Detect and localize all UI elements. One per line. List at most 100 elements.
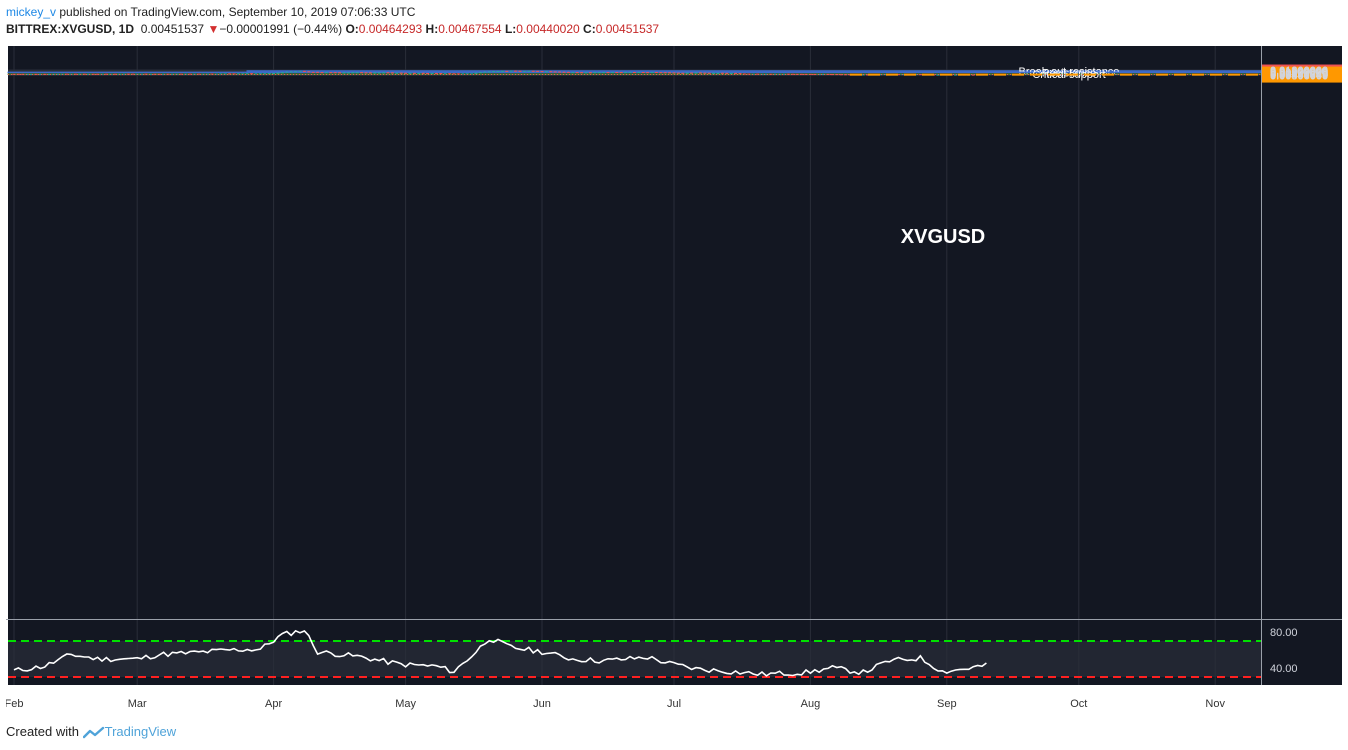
candle-body — [650, 72, 654, 74]
low-value: 0.00440020 — [516, 22, 580, 36]
close-label: C: — [583, 22, 596, 36]
candle-body — [813, 73, 817, 75]
candle-body — [87, 73, 91, 75]
candle-body — [584, 72, 588, 74]
candle-body — [509, 70, 513, 72]
candle-body — [500, 70, 504, 72]
x-tick-label: Apr — [265, 698, 282, 710]
candle-body — [338, 72, 342, 74]
candle-body — [971, 74, 975, 76]
candle-body — [448, 73, 452, 75]
x-tick-label: Mar — [128, 698, 147, 710]
candle-body — [632, 72, 636, 74]
candle-body — [839, 74, 843, 76]
candle-body — [553, 71, 557, 73]
x-tick-label: Nov — [1205, 698, 1225, 710]
candle-body — [355, 72, 359, 74]
candle-body — [241, 73, 245, 75]
candle-body — [329, 72, 333, 74]
candle-body — [439, 73, 443, 75]
rsi-line — [13, 629, 987, 677]
candle-body — [676, 72, 680, 74]
candle-body — [153, 73, 157, 75]
publisher-name[interactable]: mickey_v — [6, 5, 57, 19]
candle-body — [170, 73, 174, 75]
candle-body — [430, 72, 434, 74]
high-label: H: — [425, 22, 439, 36]
candle-body — [346, 72, 350, 74]
x-tick-label: May — [395, 698, 416, 710]
candle-body — [742, 73, 746, 75]
candle-body — [536, 70, 540, 72]
candle-body — [245, 73, 249, 75]
candle-body — [148, 73, 152, 75]
x-tick-label: Jun — [533, 698, 551, 710]
footer: Created with TradingView — [6, 724, 176, 740]
candle-body — [452, 73, 456, 75]
candle-body — [694, 72, 698, 74]
rsi-pane: 80.00 40.00 — [8, 627, 1298, 678]
candle-body — [91, 73, 95, 75]
candle-body — [399, 72, 403, 74]
candle-body — [474, 72, 478, 74]
candle-body — [113, 73, 117, 75]
candle-body — [734, 72, 738, 74]
candle-body — [725, 72, 729, 74]
candle-body — [197, 73, 201, 75]
price-chart[interactable]: Break-out resistanceResistanceCritical s… — [6, 43, 1342, 717]
tradingview-logo-icon — [82, 726, 104, 738]
plot-background — [8, 46, 1261, 685]
candle-body — [751, 73, 755, 75]
candle-body — [395, 72, 399, 74]
candle-body — [615, 72, 619, 74]
x-tick-label: Aug — [801, 698, 821, 710]
rsi-tick-label: 80.00 — [1270, 627, 1298, 639]
candle-body — [808, 73, 812, 75]
candle-body — [351, 72, 355, 74]
candle-body — [25, 73, 29, 75]
candle-body — [527, 70, 531, 72]
candle-body — [716, 72, 720, 74]
published-text: published on TradingView.com, September … — [59, 5, 416, 19]
y-tick-label: 0.01200000 — [1270, 66, 1328, 78]
candle-body — [461, 73, 465, 75]
candle-body — [954, 74, 958, 76]
tradingview-brand[interactable]: TradingView — [104, 724, 177, 739]
candle-body — [668, 72, 672, 74]
candle-body — [619, 72, 623, 74]
candle-body — [588, 72, 592, 74]
candle-body — [56, 73, 60, 75]
symbol-label[interactable]: BITTREX:XVGUSD, 1D — [6, 22, 135, 36]
candle-body — [386, 72, 390, 74]
candle-body — [817, 73, 821, 75]
candle-body — [263, 73, 267, 75]
candle-body — [267, 73, 271, 75]
candle-body — [672, 72, 676, 74]
candle-body — [302, 70, 306, 72]
candle-body — [830, 74, 834, 76]
candle-body — [131, 73, 135, 75]
y-tick-label: 0.00400000 — [1270, 70, 1328, 82]
candle-body — [417, 72, 421, 74]
low-label: L: — [504, 22, 517, 36]
candle-body — [558, 71, 562, 73]
candle-body — [747, 73, 751, 75]
candle-body — [258, 73, 262, 75]
candle-body — [30, 73, 34, 75]
chart-title: XVGUSD — [901, 226, 985, 248]
candle-body — [364, 72, 368, 74]
axes: 0.013000000.012000000.011000000.01000000… — [6, 46, 1342, 710]
y-tick-label: 0.01100000 — [1270, 66, 1327, 78]
candle-body — [214, 73, 218, 75]
candle-body — [712, 72, 716, 74]
candle-body — [698, 72, 702, 74]
candle-body — [434, 72, 438, 74]
y-tick-label: 0.00800000 — [1270, 68, 1328, 80]
candle-body — [465, 73, 469, 75]
candle-body — [606, 72, 610, 74]
candle-body — [478, 72, 482, 74]
candle-body — [549, 71, 553, 73]
candle-body — [597, 72, 601, 74]
candle-body — [140, 73, 144, 75]
candle-body — [390, 72, 394, 74]
